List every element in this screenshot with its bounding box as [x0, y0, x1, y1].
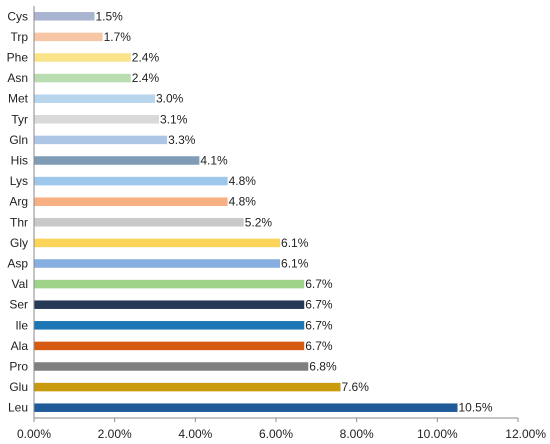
- value-label-his: 4.1%: [200, 154, 228, 168]
- bar-his: [34, 156, 200, 165]
- category-label-cys: Cys: [7, 9, 28, 23]
- bar-val: [34, 279, 305, 289]
- category-label-ala: Ala: [11, 339, 29, 353]
- bar-asp: [34, 259, 281, 268]
- value-label-trp: 1.7%: [104, 30, 132, 44]
- category-label-thr: Thr: [10, 215, 28, 229]
- bar-met: [34, 94, 155, 103]
- x-tick-label: 6.00%: [259, 427, 293, 441]
- bar-thr: [34, 218, 244, 227]
- value-label-pro: 6.8%: [309, 360, 337, 374]
- bar-ala: [34, 341, 305, 351]
- value-label-arg: 4.8%: [229, 195, 257, 209]
- bar-asn: [34, 73, 131, 83]
- value-label-val: 6.7%: [305, 277, 333, 291]
- bar-phe: [34, 53, 131, 62]
- category-label-gln: Gln: [9, 133, 28, 147]
- category-label-met: Met: [8, 92, 29, 106]
- bar-gly: [34, 238, 281, 248]
- category-label-ile: Ile: [15, 318, 28, 332]
- bar-ser: [34, 300, 305, 309]
- bar-glu: [34, 382, 341, 392]
- category-label-lys: Lys: [10, 174, 28, 188]
- category-label-tyr: Tyr: [11, 112, 28, 126]
- bar-gln: [34, 135, 168, 145]
- category-label-val: Val: [12, 277, 28, 291]
- bar-leu: [34, 403, 458, 412]
- x-tick-label: 4.00%: [178, 427, 212, 441]
- value-label-ala: 6.7%: [305, 339, 333, 353]
- value-label-gly: 6.1%: [281, 236, 309, 250]
- category-label-arg: Arg: [9, 195, 28, 209]
- value-label-tyr: 3.1%: [160, 112, 188, 126]
- bar-cys: [34, 12, 95, 21]
- x-tick-label: 10.00%: [417, 427, 458, 441]
- value-label-ile: 6.7%: [305, 318, 333, 332]
- x-tick-label: 12.00%: [505, 427, 546, 441]
- value-label-asn: 2.4%: [132, 71, 160, 85]
- value-label-ser: 6.7%: [305, 298, 333, 312]
- bar-lys: [34, 176, 228, 186]
- bar-tyr: [34, 115, 160, 124]
- x-tick-label: 8.00%: [340, 427, 374, 441]
- value-label-phe: 2.4%: [132, 51, 160, 65]
- category-label-pro: Pro: [9, 360, 28, 374]
- bar-pro: [34, 362, 309, 371]
- bar-arg: [34, 197, 228, 206]
- category-label-asn: Asn: [7, 71, 28, 85]
- value-label-asp: 6.1%: [281, 257, 309, 271]
- category-label-phe: Phe: [7, 51, 29, 65]
- value-label-gln: 3.3%: [168, 133, 196, 147]
- category-label-gly: Gly: [10, 236, 28, 250]
- value-label-met: 3.0%: [156, 92, 184, 106]
- value-label-cys: 1.5%: [96, 9, 124, 23]
- bar-ile: [34, 321, 305, 330]
- x-axis-ticks: 0.00% 2.00% 4.00% 6.00% 8.00% 10.00% 12.00%: [17, 418, 546, 441]
- bar-trp: [34, 32, 103, 42]
- value-label-glu: 7.6%: [342, 380, 370, 394]
- category-label-trp: Trp: [10, 30, 28, 44]
- x-tick-label: 2.00%: [98, 427, 132, 441]
- category-label-leu: Leu: [8, 401, 28, 415]
- category-label-his: His: [11, 154, 28, 168]
- value-label-leu: 10.5%: [459, 401, 493, 415]
- value-label-thr: 5.2%: [245, 215, 273, 229]
- x-tick-label: 0.00%: [17, 427, 51, 441]
- category-label-glu: Glu: [9, 380, 28, 394]
- bar-group: Cys 1.5% Trp 1.7% Phe 2.4% Asn 2.4% Met 3.0% Tyr 3.…: [7, 9, 493, 414]
- category-label-asp: Asp: [7, 257, 28, 271]
- value-label-lys: 4.8%: [229, 174, 257, 188]
- category-label-ser: Ser: [9, 298, 28, 312]
